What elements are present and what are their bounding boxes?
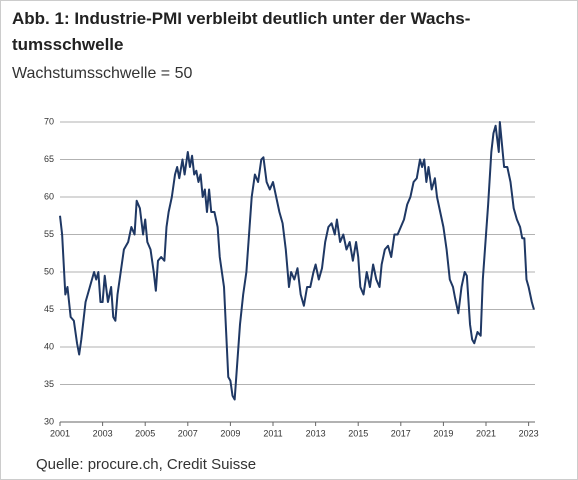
y-tick-label: 60 bbox=[44, 191, 54, 201]
y-tick-label: 35 bbox=[44, 379, 54, 389]
y-tick-label: 45 bbox=[44, 304, 54, 314]
x-tick-label: 2001 bbox=[50, 428, 70, 438]
chart-subtitle: Wachstumsschwelle = 50 bbox=[12, 65, 192, 82]
data-line bbox=[59, 121, 535, 401]
x-tick-label: 2017 bbox=[391, 428, 411, 438]
y-tick-label: 70 bbox=[44, 116, 54, 126]
x-tick-label: 2015 bbox=[348, 428, 368, 438]
x-tick-label: 2003 bbox=[93, 428, 113, 438]
x-tick-label: 2021 bbox=[476, 428, 496, 438]
x-tick-label: 2009 bbox=[220, 428, 240, 438]
y-tick-label: 40 bbox=[44, 341, 54, 351]
y-tick-label: 65 bbox=[44, 154, 54, 164]
x-tick-label: 2005 bbox=[135, 428, 155, 438]
x-tick-label: 2011 bbox=[263, 428, 282, 438]
x-tick-label: 2007 bbox=[178, 428, 198, 438]
source: Quelle: procure.ch, Credit Suisse bbox=[36, 456, 256, 473]
x-tick-label: 2023 bbox=[519, 428, 539, 438]
y-tick-label: 30 bbox=[44, 416, 54, 426]
x-tick-label: 2013 bbox=[306, 428, 326, 438]
y-tick-label: 50 bbox=[44, 266, 54, 276]
chart-title: Abb. 1: Industrie-PMI verbleibt deutlich… bbox=[12, 9, 470, 28]
y-tick-label: 55 bbox=[44, 229, 54, 239]
x-tick-label: 2019 bbox=[433, 428, 453, 438]
chart-title: tumsschwelle bbox=[12, 35, 124, 54]
